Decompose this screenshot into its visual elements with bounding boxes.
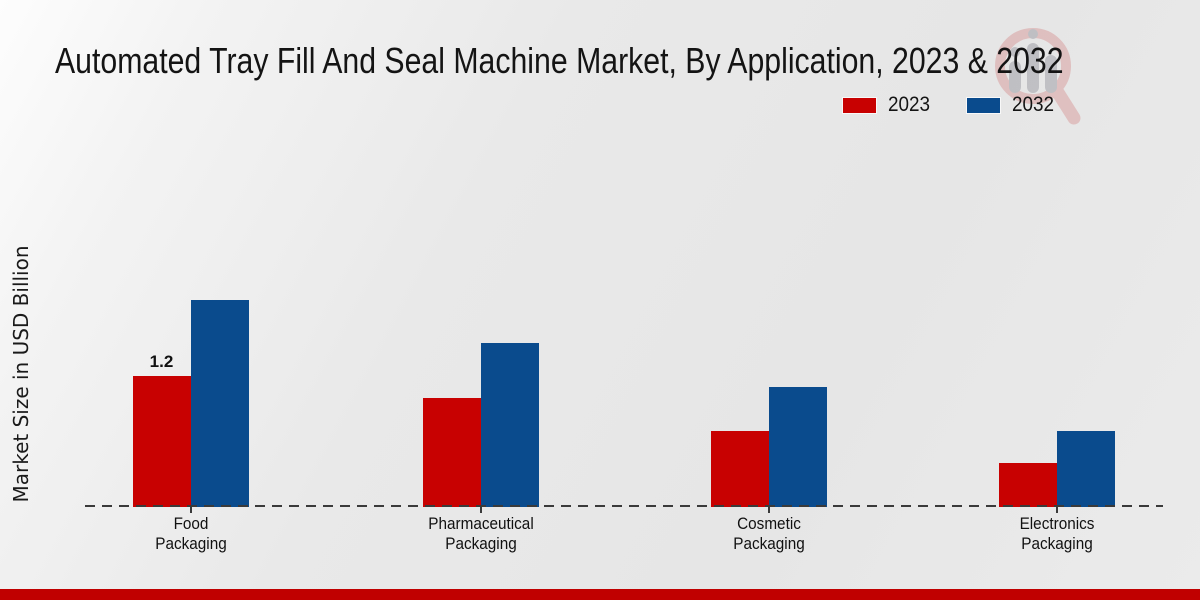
category-label: Food Packaging (154, 514, 227, 553)
legend-item-2032: 2032 (966, 93, 1059, 117)
legend-label-2032: 2032 (1011, 93, 1054, 116)
chart-title: Automated Tray Fill And Seal Machine Mar… (55, 40, 1064, 81)
x-axis-tick (479, 507, 482, 513)
bar-value-label: 1.2 (149, 352, 174, 371)
legend-swatch-2032 (966, 97, 1000, 113)
x-axis-tick (767, 507, 770, 513)
legend-label-2023: 2023 (888, 93, 931, 116)
legend-item-2023: 2023 (843, 93, 935, 117)
legend: 2023 2032 (843, 93, 1058, 117)
bar-2032-1 (190, 300, 249, 507)
bar-2023-2 (422, 398, 481, 507)
bar-2023-3 (710, 431, 769, 507)
bar-2032-2 (480, 343, 539, 507)
bar-2032-4 (1056, 431, 1115, 507)
brand-watermark-logo (995, 28, 1081, 125)
bar-2023-1 (132, 376, 191, 507)
category-label: Electronics Packaging (1019, 514, 1094, 553)
x-axis-dashed-baseline (85, 505, 1163, 507)
bar-2023-4 (998, 463, 1057, 507)
category-label: Cosmetic Packaging (732, 514, 805, 553)
category-label: Pharmaceutical Packaging (427, 514, 534, 553)
bar-2032-3 (768, 387, 827, 507)
x-axis-tick (1055, 507, 1058, 513)
x-axis-tick (189, 507, 192, 513)
legend-swatch-2023 (843, 97, 876, 113)
bottom-accent-strip (0, 589, 1200, 600)
